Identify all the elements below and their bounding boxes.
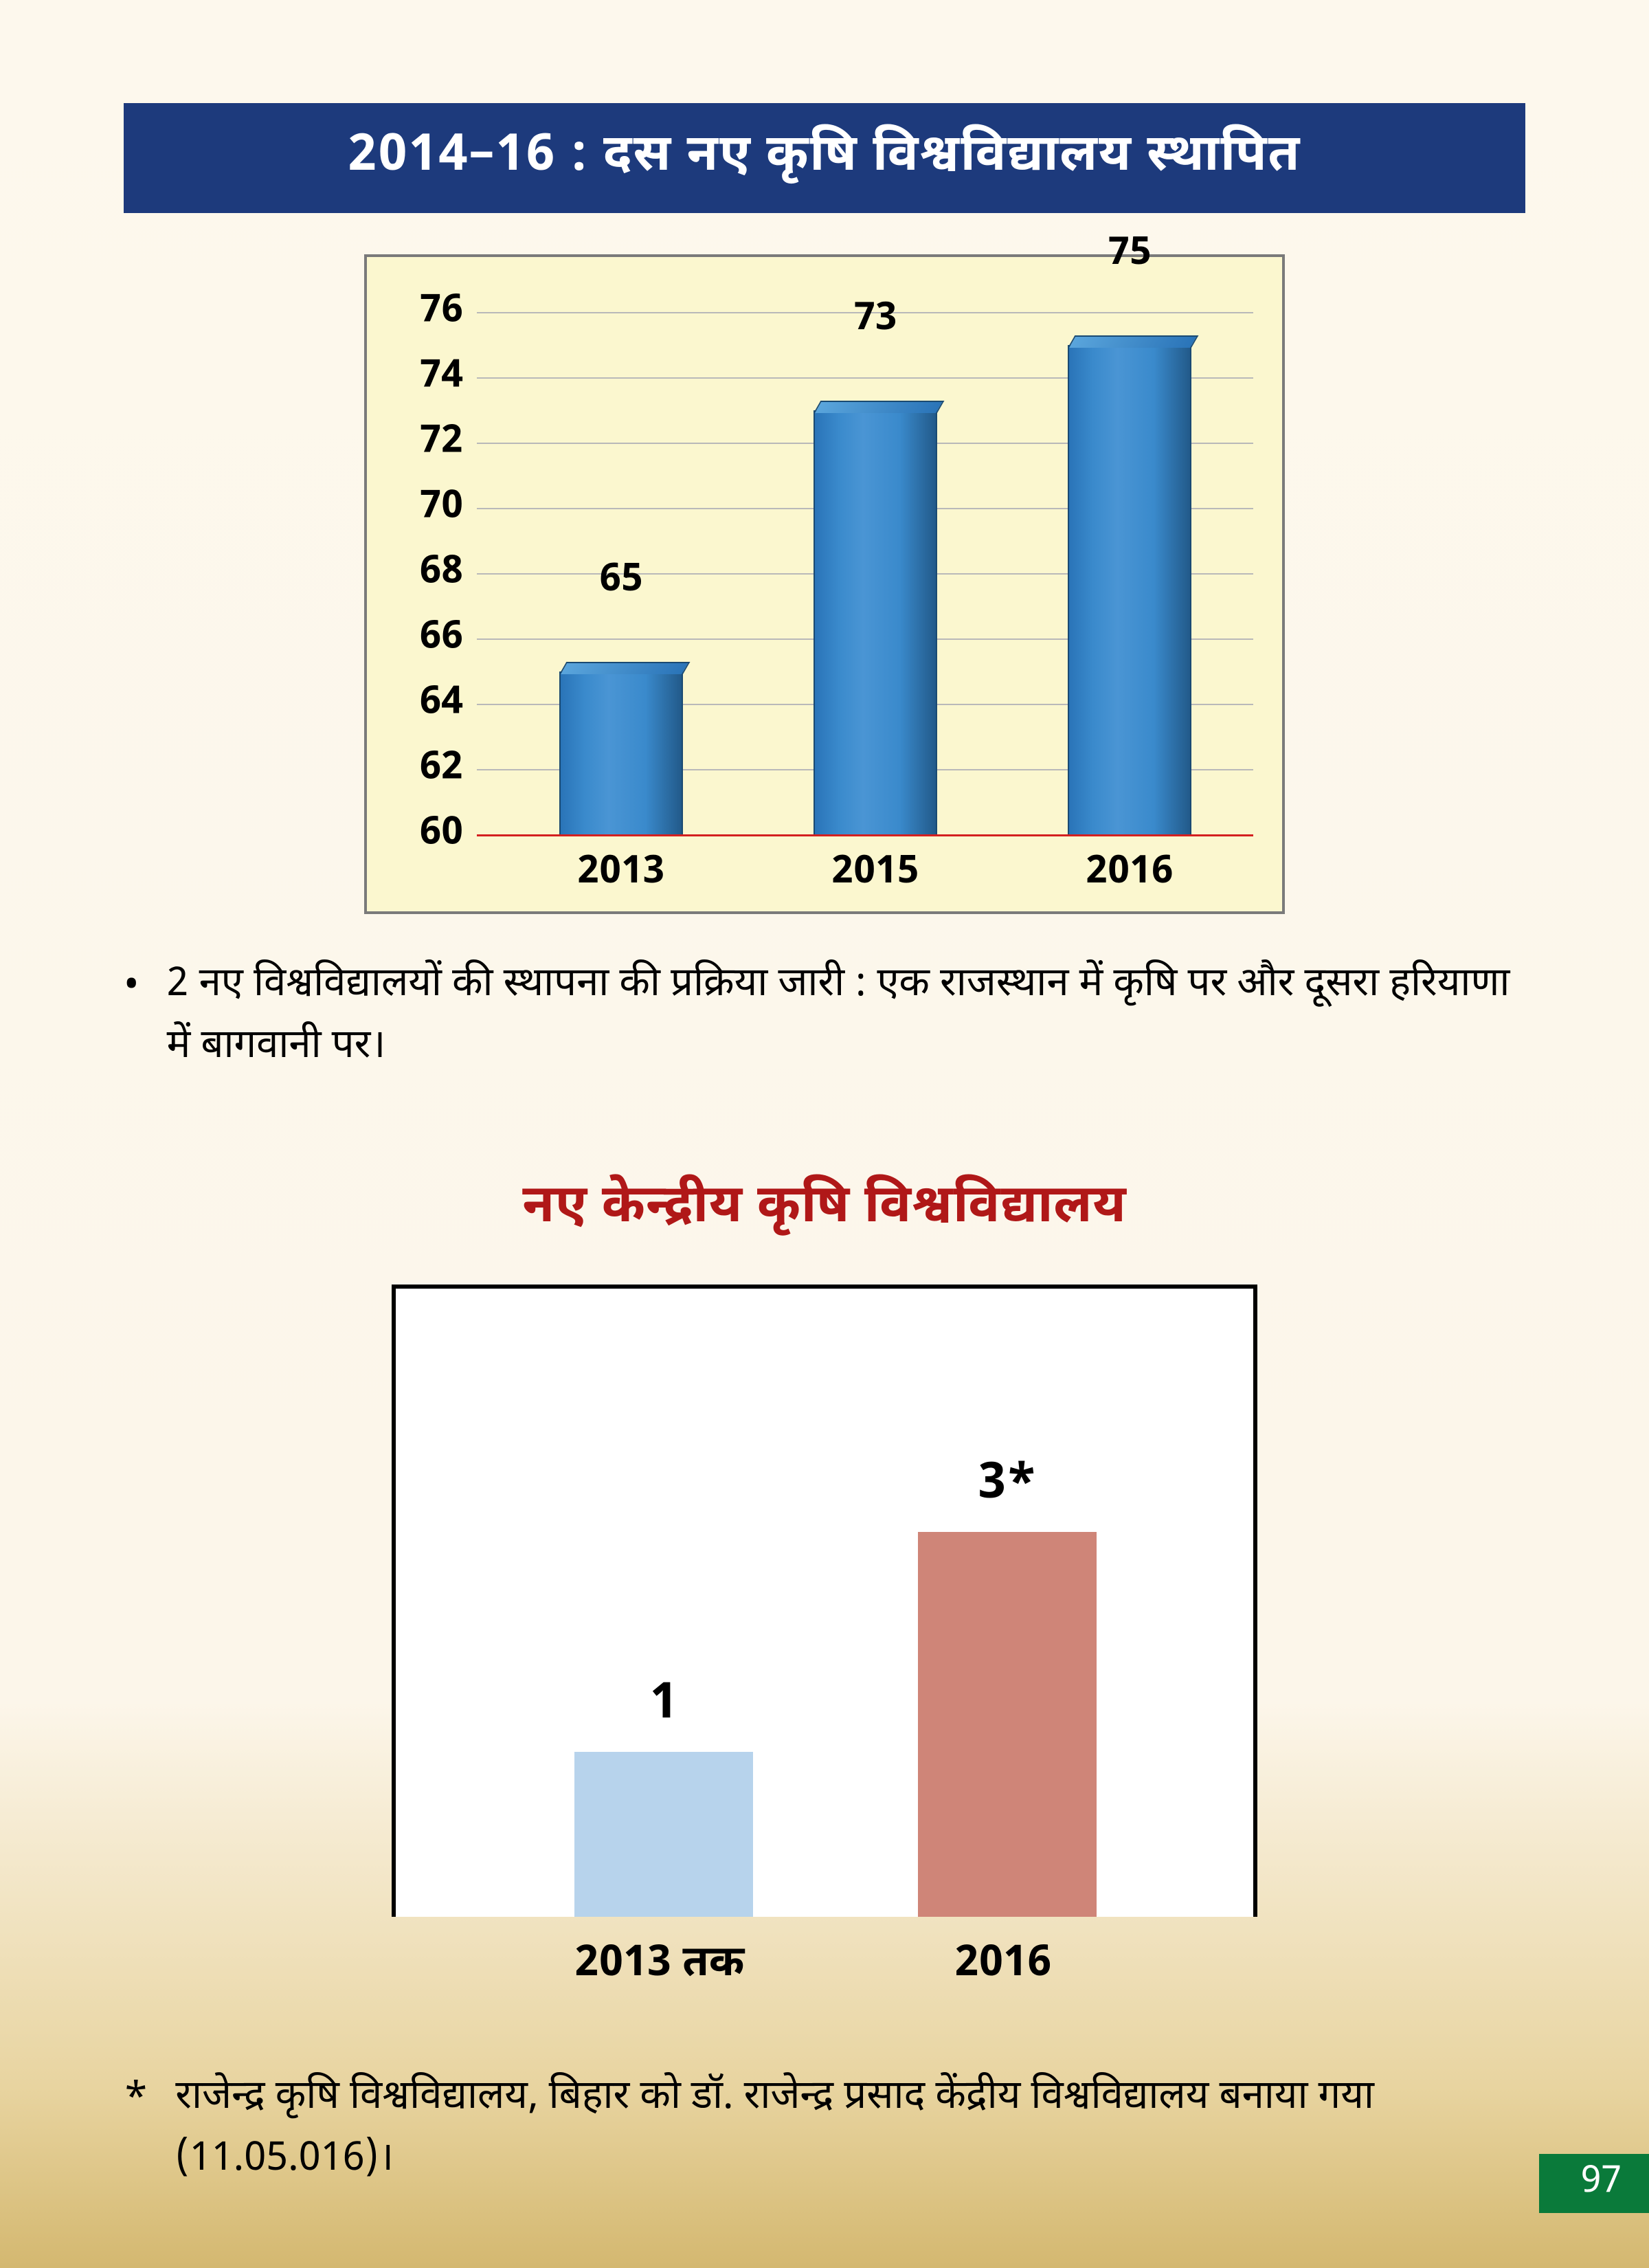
- footnote-marker: *: [124, 2068, 148, 2192]
- chart1-ytick: 62: [394, 744, 463, 794]
- footnote-text: राजेन्द्र कृषि विश्वविद्यालय, बिहार को ड…: [175, 2068, 1525, 2192]
- bullet-item: • 2 नए विश्वविद्यालयों की स्थापना की प्र…: [124, 955, 1525, 1079]
- chart1-ytick: 68: [394, 548, 463, 599]
- chart1-ytick: 66: [394, 614, 463, 664]
- chart2-xlabel: 2016: [831, 1937, 1175, 1993]
- chart1-ytick: 70: [394, 483, 463, 533]
- chart1-ytick: 76: [394, 287, 463, 337]
- chart1-baseline: [477, 834, 1253, 836]
- chart1-bar-2016: [1068, 345, 1191, 834]
- chart2: 1 3*: [392, 1285, 1257, 1917]
- chart1: 76 74 72 70 68 66 64 62 60 65 73: [364, 254, 1285, 914]
- chart1-bar-label: 75: [1068, 230, 1191, 280]
- chart1-bar-2015: [814, 410, 937, 834]
- chart2-bar-label: 3*: [918, 1454, 1097, 1518]
- chart1-ytick: 64: [394, 679, 463, 729]
- bullet-text: 2 नए विश्वविद्यालयों की स्थापना की प्रक्…: [167, 955, 1525, 1079]
- chart1-container: 76 74 72 70 68 66 64 62 60 65 73: [364, 254, 1285, 914]
- chart1-xlabel: 2016: [1040, 848, 1219, 898]
- chart1-ytick: 74: [394, 353, 463, 403]
- chart1-ytick: 60: [394, 810, 463, 860]
- chart1-bar-2013: [559, 671, 683, 834]
- chart1-plot-area: 65 73 75: [477, 312, 1253, 834]
- chart2-x-axis: 2013 तक 2016: [392, 1937, 1257, 1999]
- page-title: 2014–16 : दस नए कृषि विश्वविद्यालय स्थाप…: [124, 103, 1525, 213]
- page-number: 97: [1539, 2154, 1649, 2213]
- chart1-xlabel: 2015: [786, 848, 965, 898]
- chart1-xlabel: 2013: [532, 848, 710, 898]
- chart2-xlabel: 2013 तक: [488, 1937, 831, 1993]
- section2-title: नए केन्द्रीय कृषि विश्वविद्यालय: [124, 1175, 1525, 1243]
- chart1-bar-label: 73: [814, 295, 937, 345]
- chart2-bar-2016: [918, 1532, 1097, 1917]
- bullet-marker: •: [124, 955, 139, 1079]
- footnote: * राजेन्द्र कृषि विश्वविद्यालय, बिहार को…: [124, 2068, 1525, 2192]
- chart2-bar-label: 1: [574, 1674, 753, 1738]
- chart2-bar-2013: [574, 1752, 753, 1917]
- chart1-ytick: 72: [394, 418, 463, 468]
- chart1-bar-label: 65: [559, 556, 683, 606]
